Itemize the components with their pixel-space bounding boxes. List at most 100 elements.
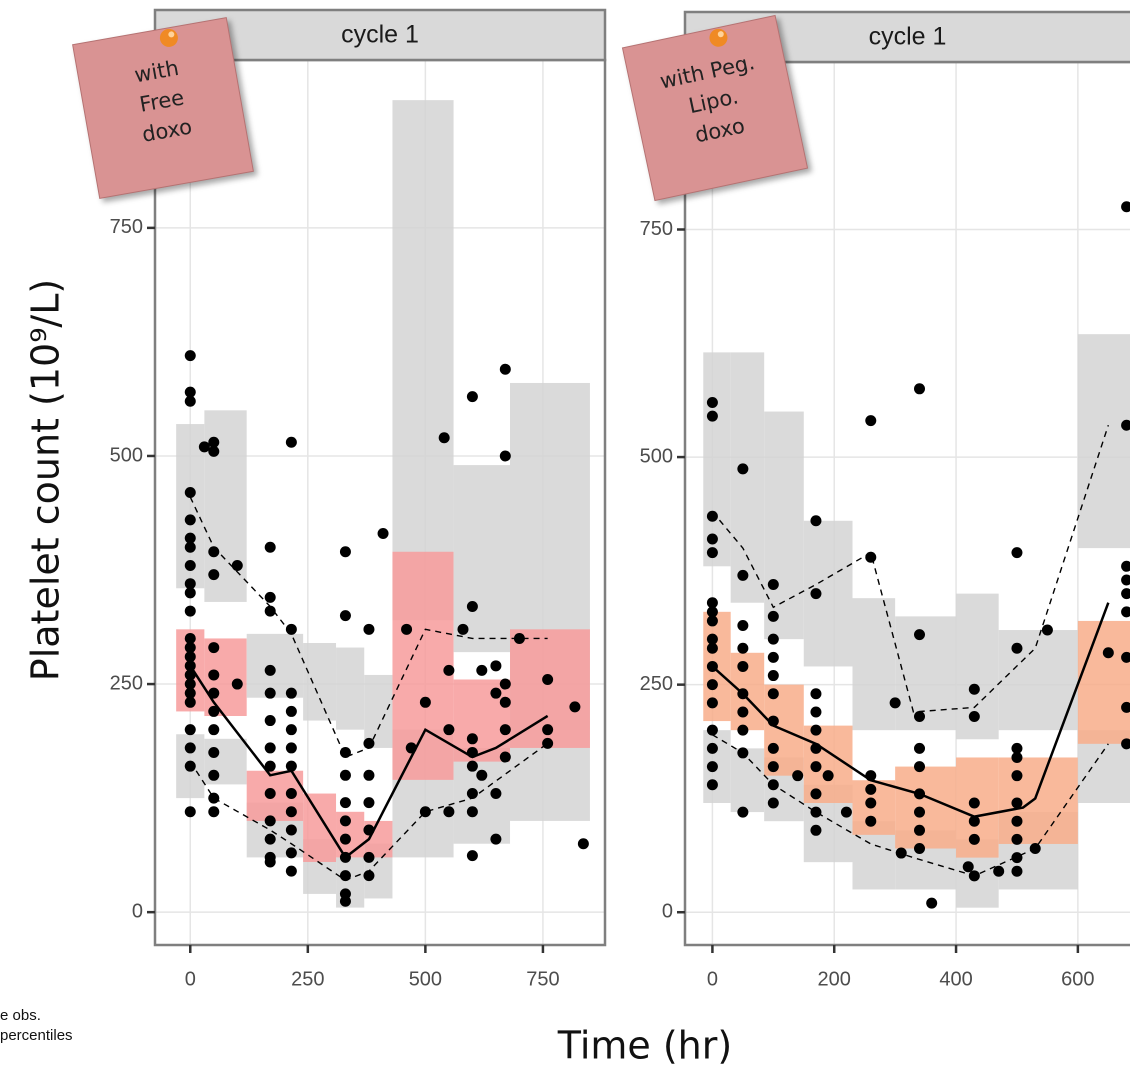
observation (208, 769, 220, 781)
observation (1121, 651, 1130, 663)
observation (285, 436, 297, 448)
observation (767, 688, 779, 700)
observation (569, 701, 581, 713)
observation (443, 724, 455, 736)
observation (184, 587, 196, 599)
observation (264, 788, 276, 800)
y-tick-label: 750 (640, 218, 673, 240)
note-paper (72, 17, 254, 199)
observation (264, 715, 276, 727)
observation (499, 450, 511, 462)
upper-band (392, 100, 454, 621)
upper-band (730, 352, 765, 603)
observation (767, 742, 779, 754)
x-tick-label: 0 (707, 968, 718, 990)
observation (184, 578, 196, 590)
observation (264, 591, 276, 603)
observation (865, 797, 877, 809)
x-tick-label: 200 (818, 968, 851, 990)
observation (499, 696, 511, 708)
observation (1011, 751, 1023, 763)
sticky-note: with Peg. Lipo. doxo (621, 14, 809, 202)
observation (914, 629, 926, 641)
upper-band (764, 411, 804, 640)
observation (737, 642, 749, 654)
observation (184, 532, 196, 544)
observation (706, 547, 718, 559)
observation (363, 737, 375, 749)
observation (706, 642, 718, 654)
observation (822, 770, 834, 782)
y-axis-title: Platelet count (10⁹/L) (24, 279, 68, 681)
observation (1121, 588, 1130, 600)
observation (706, 510, 718, 522)
observation (184, 724, 196, 736)
observation (968, 833, 980, 845)
observation (466, 850, 478, 862)
observation (968, 815, 980, 827)
y-tick-label: 250 (110, 672, 143, 694)
observation (1011, 642, 1023, 654)
upper-band (303, 643, 337, 721)
median-band (392, 551, 454, 780)
median-band (453, 679, 511, 762)
observation (1011, 770, 1023, 782)
observation (363, 769, 375, 781)
observation (706, 724, 718, 736)
observation (184, 559, 196, 571)
observation (737, 463, 749, 475)
upper-band (453, 465, 511, 653)
x-tick-label: 750 (526, 968, 559, 990)
y-tick-label: 0 (132, 900, 143, 922)
observation (208, 569, 220, 581)
panels: cycle 1 0 250 500 750 0 250 500 750 cycle 1 0 250 50… (110, 8, 1130, 990)
observation (706, 396, 718, 408)
observation (706, 633, 718, 645)
observation (914, 711, 926, 723)
observation (792, 770, 804, 782)
observation (339, 815, 351, 827)
p5-line (189, 742, 549, 882)
observation (865, 415, 877, 427)
observation (231, 559, 243, 571)
observation (810, 806, 822, 818)
observation (1011, 815, 1023, 827)
observation (1011, 797, 1023, 809)
pushpin (717, 31, 724, 38)
y-tick-label: 500 (110, 444, 143, 466)
observation (339, 833, 351, 845)
strip-label: cycle 1 (341, 21, 419, 49)
observation (476, 664, 488, 676)
observation (208, 746, 220, 758)
observation (706, 410, 718, 422)
observation (457, 623, 469, 635)
observation (706, 779, 718, 791)
median-band (1077, 620, 1130, 744)
plot-area (155, 60, 605, 945)
observation (184, 395, 196, 407)
observation (810, 824, 822, 836)
observation (466, 760, 478, 772)
observation (208, 705, 220, 717)
observation (184, 696, 196, 708)
observation (285, 788, 297, 800)
observation (865, 783, 877, 795)
observation (208, 445, 220, 457)
observation (706, 615, 718, 627)
lower-band (453, 747, 511, 844)
observation (993, 865, 1005, 877)
observation (264, 815, 276, 827)
legend-text: e obs. (0, 1007, 41, 1024)
observation (737, 660, 749, 672)
observation (810, 515, 822, 527)
panel: cycle 1 0 250 500 750 0 200 400 600 (640, 10, 1130, 990)
median-band (895, 766, 957, 849)
observation (1011, 547, 1023, 559)
observation (914, 806, 926, 818)
median-line (711, 602, 1110, 818)
observation (208, 806, 220, 818)
observation (466, 733, 478, 745)
x-tick-label: 400 (939, 968, 972, 990)
observation (767, 610, 779, 622)
